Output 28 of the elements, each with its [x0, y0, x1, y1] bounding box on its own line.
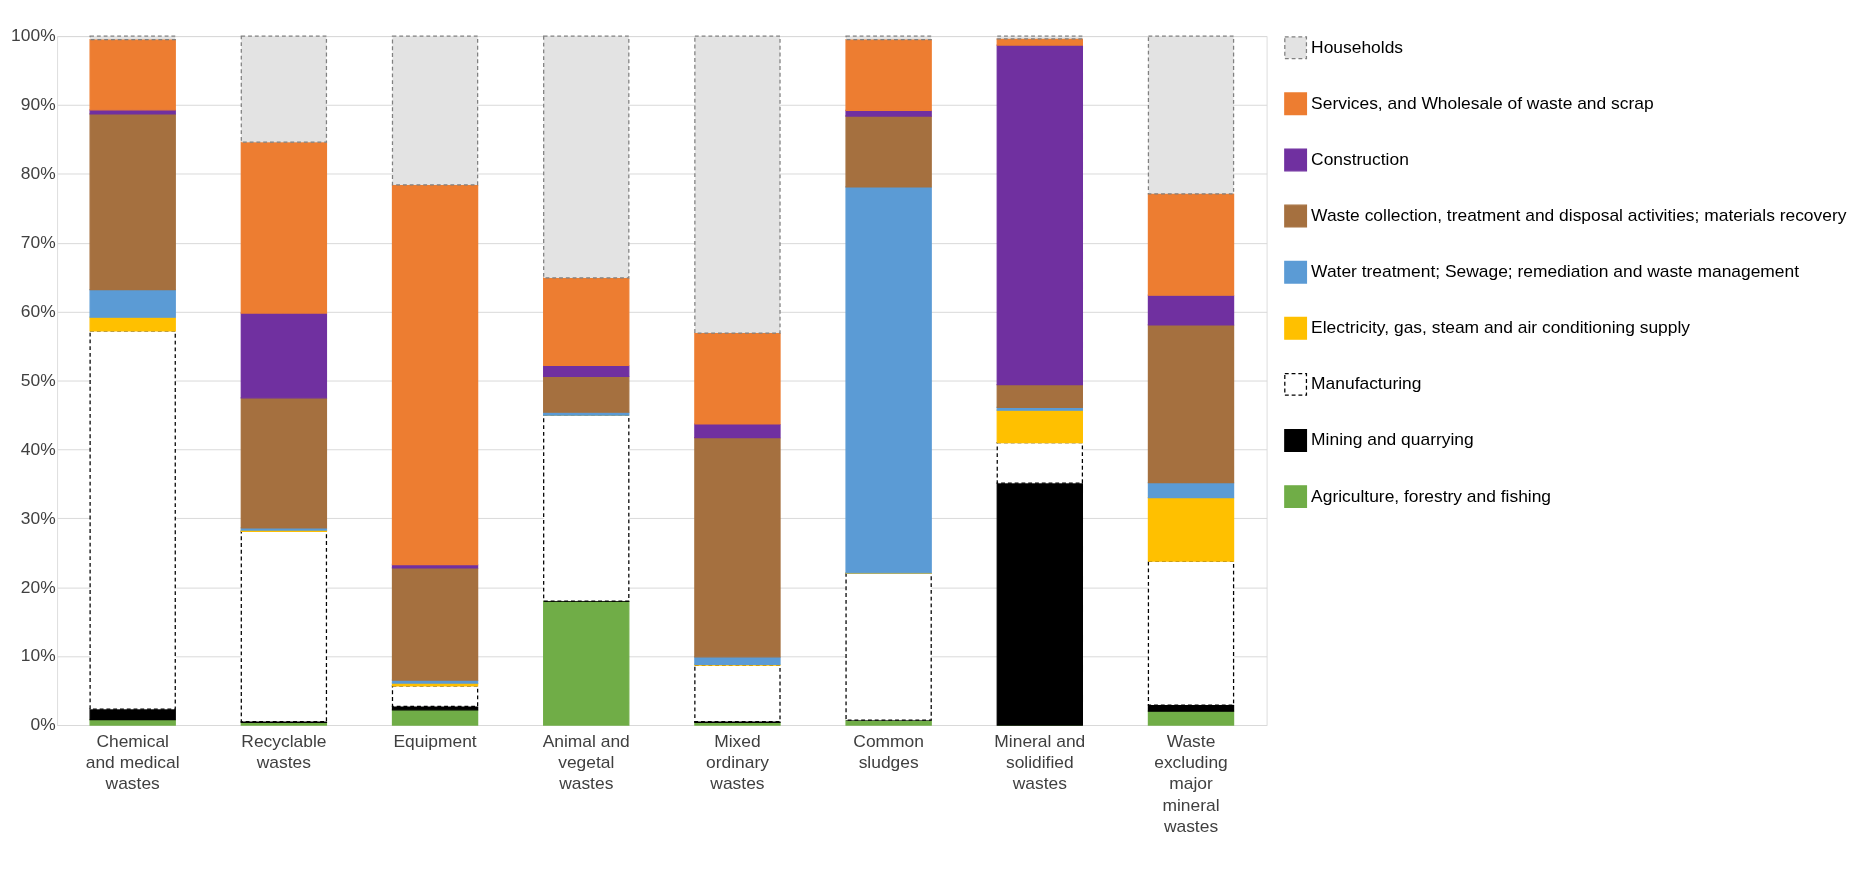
legend-label: Waste collection, treatment and disposal activities; materials recovery	[1311, 204, 1847, 225]
y-tick-label: 20%	[20, 576, 56, 597]
x-tick-label: Mixed ordinary wastes	[705, 730, 770, 794]
x-tick-label: Equipment	[393, 730, 477, 751]
x-tick-label: Animal and vegetal wastes	[542, 730, 630, 794]
y-tick-label: 30%	[20, 507, 56, 528]
y-tick-label: 80%	[20, 163, 56, 184]
x-tick-label: Recyclable wastes	[241, 730, 327, 773]
x-tick-label: Mineral and solidified wastes	[994, 730, 1086, 794]
x-tick-label: Waste excluding major mineral wastes	[1154, 730, 1228, 836]
legend-label: Electricity, gas, steam and air conditioning supply	[1311, 317, 1691, 338]
legend-label: Construction	[1311, 148, 1409, 169]
y-tick-label: 70%	[20, 232, 56, 253]
y-tick-label: 40%	[20, 438, 56, 459]
y-tick-label: 50%	[20, 369, 56, 390]
x-tick-label: Common sludges	[853, 730, 924, 773]
y-tick-label: 90%	[20, 94, 56, 115]
legend-label: Services, and Wholesale of waste and scrap	[1311, 92, 1654, 113]
legend-label: Agriculture, forestry and fishing	[1311, 485, 1552, 506]
x-tick-label: Chemical and medical wastes	[85, 730, 180, 794]
y-tick-label: 100%	[11, 25, 56, 46]
legend-label: Manufacturing	[1311, 373, 1422, 394]
y-tick-label: 0%	[30, 714, 56, 735]
y-tick-label: 10%	[20, 645, 56, 666]
legend-label: Households	[1311, 36, 1404, 57]
y-tick-label: 60%	[20, 300, 56, 321]
legend-label: Water treatment; Sewage; remediation and waste management	[1311, 261, 1800, 282]
legend-label: Mining and quarrying	[1311, 429, 1474, 450]
